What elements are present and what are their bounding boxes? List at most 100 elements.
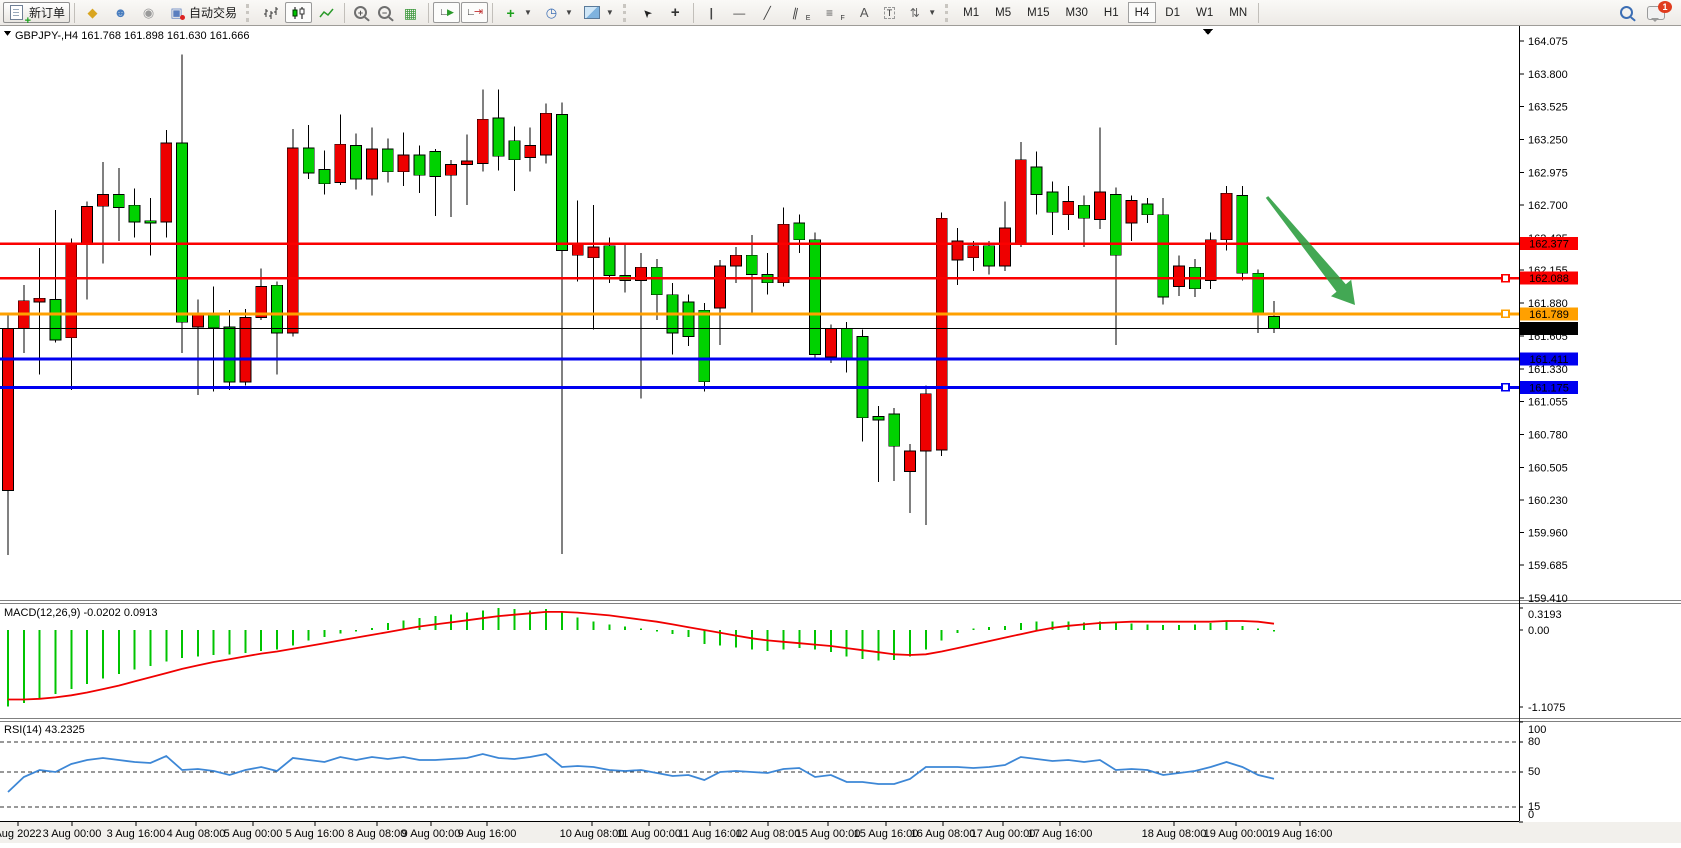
- zoom-in-button[interactable]: +: [349, 2, 372, 23]
- bar-chart-mode-button[interactable]: [257, 2, 284, 23]
- templates-button[interactable]: ▼: [579, 2, 619, 23]
- candlestick: [65, 242, 78, 339]
- candlestick: [112, 193, 125, 208]
- candlestick: [97, 193, 109, 207]
- candlestick: [587, 246, 600, 259]
- price-tick-label: 163.525: [1528, 102, 1568, 114]
- candlestick: [286, 147, 299, 334]
- tf-W1[interactable]: W1: [1196, 6, 1214, 19]
- candlestick: [1094, 191, 1106, 220]
- indicators-icon: +: [506, 4, 515, 21]
- line-chart-mode-button[interactable]: [313, 2, 340, 23]
- market-watch-button[interactable]: ◆: [79, 2, 106, 23]
- cursor-tool-button[interactable]: ➤: [634, 2, 661, 23]
- down-arrow-annotation[interactable]: [1265, 196, 1355, 305]
- arrows-tool-button[interactable]: ⇅ ▼: [901, 2, 941, 23]
- signals-button[interactable]: ◉: [135, 2, 162, 23]
- navigator-button[interactable]: ☻: [107, 2, 134, 23]
- price-line-chip: 162.088: [1520, 271, 1578, 285]
- macd-label: MACD(12,26,9) -0.0202 0.0913: [4, 607, 157, 619]
- candlestick: [682, 301, 695, 337]
- price-tick-label: 159.685: [1528, 560, 1568, 572]
- macd-tick-label: -1.1075: [1528, 702, 1565, 714]
- time-tick-label: 8 Aug 08:00: [348, 828, 407, 840]
- indicators-button[interactable]: + ▼: [497, 2, 537, 23]
- macd-signal-line: [8, 611, 1275, 701]
- periods-button[interactable]: ◷ ▼: [538, 2, 578, 23]
- hline-handle[interactable]: [1501, 382, 1510, 392]
- tf-M30[interactable]: M30: [1065, 6, 1088, 19]
- zoom-in-icon: +: [354, 6, 368, 19]
- chart-background: [0, 26, 1681, 843]
- candle-chart-mode-button[interactable]: [285, 2, 313, 23]
- candlestick: [160, 142, 173, 223]
- candlestick: [524, 145, 537, 158]
- tile-windows-icon: ▦: [403, 4, 418, 21]
- price-line-chip: 161.411: [1520, 352, 1578, 366]
- text-icon: A: [859, 5, 869, 20]
- tf-M15[interactable]: M15: [1027, 6, 1050, 19]
- candlestick: [144, 220, 157, 224]
- toolbar-separator: [692, 2, 694, 23]
- text-tool-button[interactable]: A: [851, 2, 878, 23]
- search-button[interactable]: [1619, 2, 1634, 23]
- notifications-button[interactable]: 1: [1646, 0, 1672, 23]
- toolbar-separator: [1258, 2, 1260, 23]
- auto-scroll-button[interactable]: ∟ ▶: [433, 2, 461, 23]
- chart-shift-button[interactable]: ∟ ⇥: [461, 2, 489, 23]
- candlestick: [730, 254, 742, 267]
- candlestick: [1157, 214, 1170, 298]
- chart-menu-icon[interactable]: [4, 31, 11, 36]
- price-tick-label: 159.960: [1528, 527, 1568, 539]
- price-tick-label: 161.330: [1528, 364, 1568, 376]
- zoom-out-button[interactable]: −: [373, 2, 396, 23]
- tile-windows-button[interactable]: ▦: [397, 2, 424, 23]
- vertical-line-tool-button[interactable]: |: [698, 2, 725, 23]
- candlestick: [809, 239, 821, 355]
- time-tick-label: 11 Aug 00:00: [617, 828, 681, 840]
- tf-D1[interactable]: D1: [1165, 6, 1180, 19]
- svg-text:161.175: 161.175: [1529, 382, 1569, 394]
- candlestick: [334, 143, 347, 183]
- tf-M5[interactable]: M5: [995, 6, 1012, 19]
- rsi-tick-label: 50: [1528, 766, 1540, 778]
- hline-handle[interactable]: [1501, 273, 1510, 283]
- price-tick-label: 160.780: [1528, 429, 1568, 441]
- svg-text:162.088: 162.088: [1529, 273, 1569, 285]
- crosshair-tool-button[interactable]: +: [662, 2, 689, 23]
- toolbar-grip: [622, 3, 630, 22]
- candlestick: [492, 117, 505, 157]
- tf-H1[interactable]: H1: [1103, 6, 1119, 19]
- tf-M1[interactable]: M1: [963, 6, 980, 19]
- tf-H4[interactable]: H4: [1127, 2, 1157, 23]
- chart-shift-marker-icon[interactable]: [1203, 29, 1213, 35]
- hline-handle[interactable]: [1501, 309, 1510, 319]
- text-label-tool-button[interactable]: T: [879, 2, 901, 23]
- candlestick: [540, 112, 552, 156]
- candlestick: [508, 140, 521, 161]
- svg-text:161.789: 161.789: [1529, 309, 1569, 321]
- candlestick: [302, 147, 315, 174]
- fibonacci-tool-button[interactable]: ≡ F: [816, 2, 849, 23]
- text-label-icon: T: [883, 6, 896, 19]
- candlestick: [777, 223, 790, 284]
- candlestick: [650, 266, 663, 296]
- time-tick-label: 10 Aug 08:00: [560, 828, 625, 840]
- price-line-chip: 161.789: [1520, 307, 1578, 321]
- price-tick-label: 160.230: [1528, 495, 1568, 507]
- tf-MN[interactable]: MN: [1229, 6, 1248, 19]
- candlestick: [999, 227, 1011, 267]
- autotrading-button[interactable]: ▣ 自动交易: [163, 2, 242, 23]
- trendline-tool-button[interactable]: ╱: [754, 2, 781, 23]
- auto-scroll-icon: ∟ ▶: [439, 6, 454, 18]
- price-tick-label: 161.880: [1528, 298, 1568, 310]
- horizontal-line-tool-button[interactable]: —: [726, 2, 753, 23]
- time-tick-label: 18 Aug 08:00: [1142, 828, 1207, 840]
- channel-tool-button[interactable]: ∥ E: [782, 2, 816, 23]
- new-order-button[interactable]: + 新订单: [3, 2, 71, 26]
- time-axis-strip[interactable]: [0, 822, 1681, 843]
- candlestick: [571, 242, 584, 256]
